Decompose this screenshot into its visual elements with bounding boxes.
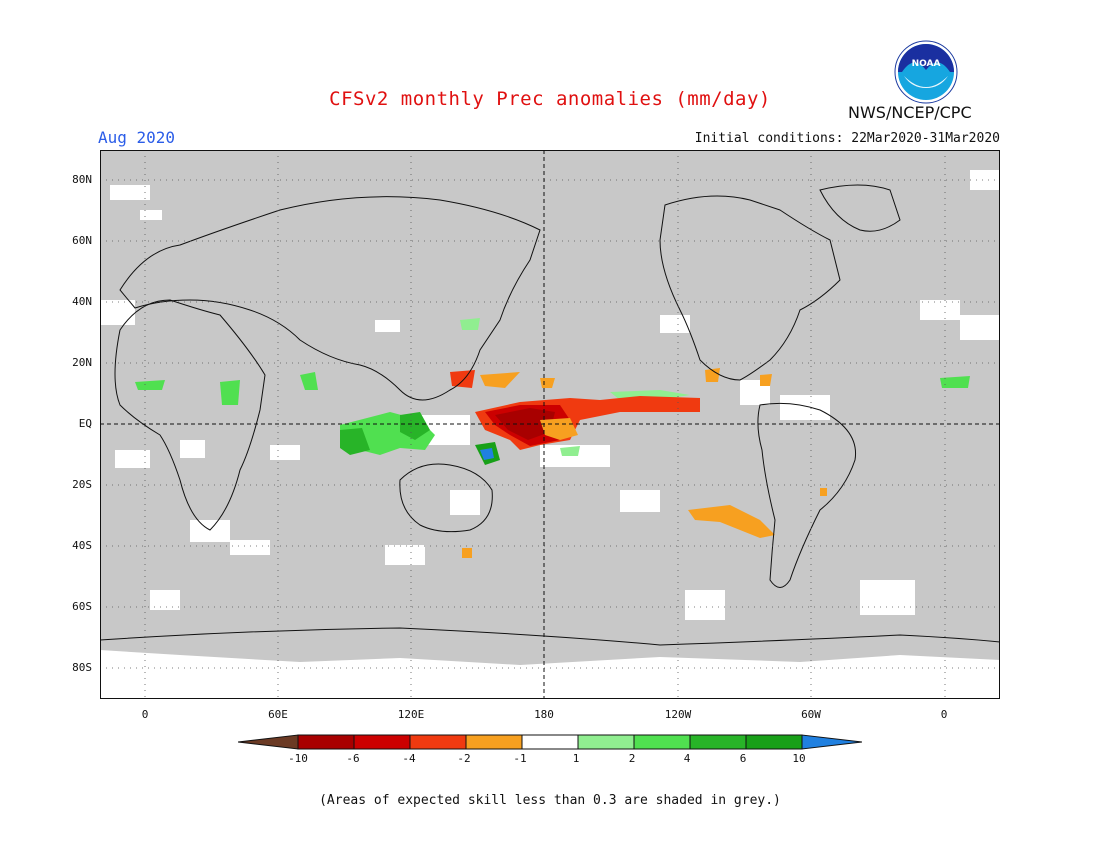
wet-anomaly-areas <box>135 318 970 465</box>
colorbar-cell <box>633 734 691 750</box>
colorbar-label: 2 <box>628 752 636 765</box>
lat-label: 20N <box>72 356 92 369</box>
colorbar-label: 1 <box>572 752 580 765</box>
colorbar-cell <box>577 734 635 750</box>
graticule <box>100 150 1000 699</box>
colorbar-label: 4 <box>683 752 691 765</box>
colorbar-label: 6 <box>739 752 747 765</box>
chart-title: CFSv2 monthly Prec anomalies (mm/day) <box>329 88 771 110</box>
colorbar-label: -2 <box>457 752 471 765</box>
lat-label: 40N <box>72 295 92 308</box>
lon-label: 0 <box>940 708 948 721</box>
colorbar-cell-below-min <box>238 734 299 750</box>
colorbar-cell-above-max <box>801 734 862 750</box>
initial-conditions-label: Initial conditions: 22Mar2020-31Mar2020 <box>694 131 1000 146</box>
colorbar-cell <box>465 734 523 750</box>
lat-label: 80S <box>72 661 92 674</box>
colorbar-label: -6 <box>346 752 360 765</box>
colorbar-label: -4 <box>402 752 416 765</box>
lat-label: 60N <box>72 234 92 247</box>
lat-label: 20S <box>72 478 92 491</box>
colorbar-label: -1 <box>513 752 527 765</box>
colorbar-cell <box>297 734 355 750</box>
lon-label: 120W <box>664 708 692 721</box>
skill-footnote: (Areas of expected skill less than 0.3 a… <box>319 793 781 808</box>
lat-label: 40S <box>72 539 92 552</box>
lat-label: 80N <box>72 173 92 186</box>
lon-label: 60W <box>801 708 821 721</box>
colorbar-cell <box>353 734 411 750</box>
colorbar-cell <box>689 734 747 750</box>
lon-label: 0 <box>141 708 149 721</box>
noaa-logo-text: NOAA <box>912 59 941 69</box>
lat-label: 60S <box>72 600 92 613</box>
agency-label: NWS/NCEP/CPC <box>848 103 972 122</box>
precip-anomaly-map <box>100 150 1000 699</box>
colorbar <box>238 734 862 750</box>
lat-label: EQ <box>78 417 92 430</box>
colorbar-cell <box>745 734 803 750</box>
colorbar-label: -10 <box>288 752 308 765</box>
lon-label: 120E <box>397 708 425 721</box>
dry-anomaly-areas <box>450 368 827 558</box>
lon-label: 60E <box>268 708 288 721</box>
low-anomaly-areas <box>100 170 1000 699</box>
colorbar-label: 10 <box>792 752 806 765</box>
forecast-month-label: Aug 2020 <box>98 128 176 147</box>
noaa-logo: NOAA <box>894 40 958 104</box>
colorbar-cell <box>409 734 467 750</box>
colorbar-cell <box>521 734 579 750</box>
lon-label: 180 <box>534 708 554 721</box>
